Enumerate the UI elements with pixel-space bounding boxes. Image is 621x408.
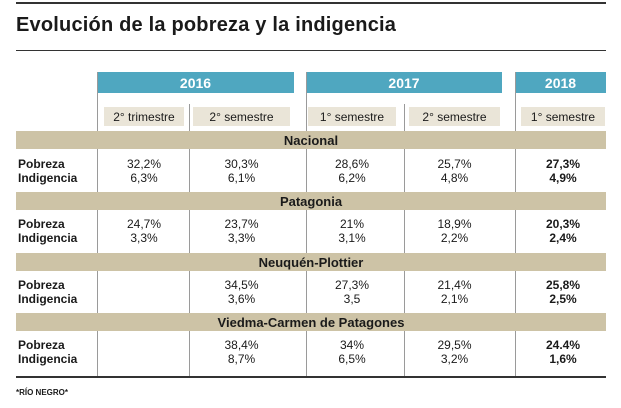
pobreza-value: 25,7% xyxy=(437,157,472,171)
cell: 28,6% 6,2% xyxy=(308,157,396,185)
cell: 25,7% 4,8% xyxy=(409,157,500,185)
indigencia-value: 2,1% xyxy=(440,292,469,306)
pobreza-value: 23,7% xyxy=(224,217,259,231)
indigencia-value: 3,3% xyxy=(227,231,256,245)
region-band-patagonia: Patagonia xyxy=(16,192,606,210)
cell: 34,5% 3,6% xyxy=(193,278,290,306)
cell: 27,3% 3,5 xyxy=(308,278,396,306)
indigencia-value: 2,5% xyxy=(549,292,577,306)
pobreza-value: 38,4% xyxy=(224,338,259,352)
pobreza-value: 30,3% xyxy=(224,157,259,171)
period-2016-sem2: 2° semestre xyxy=(193,107,290,126)
pobreza-value xyxy=(104,278,184,292)
cell: 25,8% 2,5% xyxy=(521,278,605,306)
footnote: *RÍO NEGRO* xyxy=(16,388,69,397)
indigencia-value: 6,5% xyxy=(338,352,366,366)
indigencia-value: 6,3% xyxy=(130,171,158,185)
cell: 34% 6,5% xyxy=(308,338,396,366)
pobreza-label: Pobreza xyxy=(18,338,65,352)
cell xyxy=(104,278,184,306)
indigencia-value: 3,6% xyxy=(227,292,256,306)
indigencia-value xyxy=(104,352,184,366)
indigencia-label: Indigencia xyxy=(18,352,78,366)
row-labels: Pobreza Indigencia xyxy=(18,217,77,245)
cell: 23,7% 3,3% xyxy=(193,217,290,245)
column-divider xyxy=(189,104,190,376)
pobreza-label: Pobreza xyxy=(18,217,65,231)
pobreza-value: 27,3% xyxy=(545,157,581,171)
cell xyxy=(104,338,184,366)
period-2018-sem1: 1° semestre xyxy=(521,107,605,126)
pobreza-value: 25,8% xyxy=(545,278,581,292)
region-band-viedma-carmen: Viedma-Carmen de Patagones xyxy=(16,313,606,331)
indigencia-value: 4,9% xyxy=(549,171,577,185)
indigencia-value: 2,4% xyxy=(549,231,577,245)
pobreza-value: 18,9% xyxy=(437,217,472,231)
pobreza-value: 20,3% xyxy=(545,217,581,231)
pobreza-value: 32,2% xyxy=(126,157,162,171)
row-labels: Pobreza Indigencia xyxy=(18,278,77,306)
region-band-neuquen-plottier: Neuquén-Plottier xyxy=(16,253,606,271)
pobreza-value: 21,4% xyxy=(437,278,472,292)
indigencia-value: 6,1% xyxy=(227,171,256,185)
indigencia-value: 3,5 xyxy=(343,292,361,306)
period-2017-sem2: 2° semestre xyxy=(409,107,500,126)
period-2016-trim2: 2° trimestre xyxy=(104,107,184,126)
indigencia-label: Indigencia xyxy=(18,292,78,306)
indigencia-value: 3,3% xyxy=(130,231,158,245)
chart-title: Evolución de la pobreza y la indigencia xyxy=(16,14,397,36)
indigencia-value: 2,2% xyxy=(440,231,469,245)
row-labels: Pobreza Indigencia xyxy=(18,338,77,366)
cell: 24.4% 1,6% xyxy=(521,338,605,366)
cell: 18,9% 2,2% xyxy=(409,217,500,245)
cell: 24,7% 3,3% xyxy=(104,217,184,245)
pobreza-value: 34,5% xyxy=(224,278,259,292)
cell: 30,3% 6,1% xyxy=(193,157,290,185)
footer-rule xyxy=(16,376,606,378)
title-rule xyxy=(16,50,606,51)
top-rule xyxy=(16,2,606,4)
pobreza-value: 29,5% xyxy=(437,338,472,352)
cell: 21% 3,1% xyxy=(308,217,396,245)
indigencia-label: Indigencia xyxy=(18,171,78,185)
year-header-2016: 2016 xyxy=(97,72,294,93)
cell: 38,4% 8,7% xyxy=(193,338,290,366)
pobreza-value: 27,3% xyxy=(334,278,370,292)
pobreza-label: Pobreza xyxy=(18,278,65,292)
pobreza-value xyxy=(104,338,184,352)
indigencia-label: Indigencia xyxy=(18,231,78,245)
pobreza-value: 34% xyxy=(339,338,365,352)
column-divider xyxy=(97,72,98,376)
column-divider xyxy=(306,72,307,376)
cell: 20,3% 2,4% xyxy=(521,217,605,245)
indigencia-value: 3,2% xyxy=(440,352,469,366)
pobreza-value: 21% xyxy=(339,217,365,231)
indigencia-value: 6,2% xyxy=(338,171,366,185)
region-band-nacional: Nacional xyxy=(16,131,606,149)
indigencia-value: 4,8% xyxy=(440,171,469,185)
indigencia-value: 8,7% xyxy=(227,352,256,366)
pobreza-value: 28,6% xyxy=(334,157,370,171)
pobreza-value: 24,7% xyxy=(126,217,162,231)
cell: 29,5% 3,2% xyxy=(409,338,500,366)
year-header-2018: 2018 xyxy=(515,72,606,93)
column-divider xyxy=(515,72,516,376)
cell: 21,4% 2,1% xyxy=(409,278,500,306)
cell: 32,2% 6,3% xyxy=(104,157,184,185)
indigencia-value: 1,6% xyxy=(549,352,577,366)
column-divider xyxy=(404,104,405,376)
indigencia-value xyxy=(104,292,184,306)
pobreza-value: 24.4% xyxy=(545,338,581,352)
indigencia-value: 3,1% xyxy=(338,231,366,245)
year-header-2017: 2017 xyxy=(306,72,502,93)
period-2017-sem1: 1° semestre xyxy=(308,107,396,126)
pobreza-label: Pobreza xyxy=(18,157,65,171)
row-labels: Pobreza Indigencia xyxy=(18,157,77,185)
cell: 27,3% 4,9% xyxy=(521,157,605,185)
